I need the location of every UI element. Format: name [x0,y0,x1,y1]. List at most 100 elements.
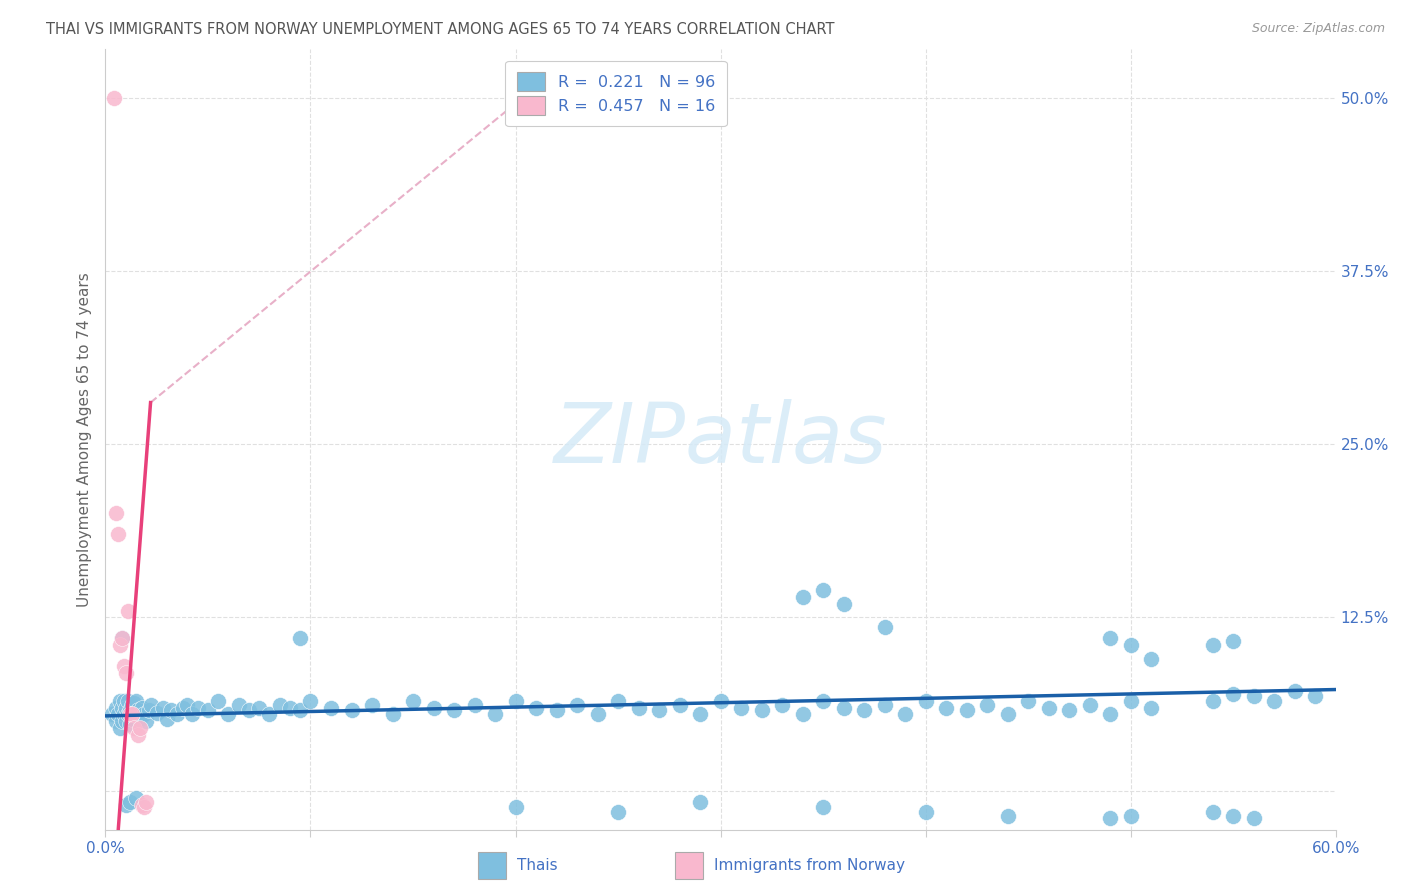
Point [811,800,834,814]
Point [402,693,425,707]
Point [319,700,342,714]
Point [131,797,153,812]
Point [607,805,630,819]
Point [832,700,855,714]
Point [730,700,752,714]
Point [117,693,139,707]
Point [134,800,156,814]
Point [259,707,281,722]
Point [792,590,814,604]
Point [115,714,138,729]
Point [290,632,312,646]
Point [689,707,711,722]
Point [134,707,156,722]
Point [832,597,855,611]
Point [120,707,141,722]
Point [187,700,209,714]
Point [1078,698,1101,712]
Point [269,698,291,712]
Point [381,707,404,722]
Point [873,698,896,712]
Point [111,714,134,729]
Point [131,700,153,714]
Point [484,707,506,722]
Point [107,707,129,722]
Point [1202,638,1225,652]
Point [1099,707,1122,722]
Point [1263,693,1285,707]
Point [166,707,188,722]
Point [853,703,876,717]
Point [1017,693,1039,707]
Point [1140,652,1163,666]
Point [1202,805,1225,819]
Point [104,700,127,714]
Point [689,795,711,809]
Point [176,698,198,712]
Point [247,700,270,714]
Point [1038,700,1060,714]
Point [278,700,301,714]
Point [1119,808,1142,822]
Point [207,693,229,707]
Point [120,795,141,809]
Point [1222,808,1244,822]
Point [1119,638,1142,652]
Point [121,698,143,712]
Point [125,693,148,707]
Point [997,707,1019,722]
Point [111,700,134,714]
Point [121,712,143,726]
Point [422,700,444,714]
Point [1303,690,1326,704]
Point [135,795,157,809]
Point [228,698,250,712]
Point [361,698,384,712]
Point [299,693,322,707]
Point [120,703,141,717]
Point [180,707,202,722]
Point [120,717,141,731]
Point [122,705,145,719]
Point [914,805,936,819]
Text: Thais: Thais [517,858,558,872]
Point [152,700,174,714]
Point [103,90,125,104]
FancyBboxPatch shape [675,852,703,879]
Point [464,698,486,712]
Point [976,698,998,712]
Point [546,703,568,717]
Point [138,703,160,717]
Point [112,693,135,707]
Point [122,697,145,711]
Point [117,707,139,722]
Point [107,527,129,541]
Point [565,698,588,712]
Point [1140,700,1163,714]
Point [122,722,145,736]
Point [894,707,917,722]
Point [1119,693,1142,707]
Point [100,707,122,722]
Text: Immigrants from Norway: Immigrants from Norway [714,858,905,872]
Y-axis label: Unemployment Among Ages 65 to 74 years: Unemployment Among Ages 65 to 74 years [76,272,91,607]
Point [668,698,690,712]
Text: ZIPatlas: ZIPatlas [554,399,887,480]
Point [117,603,139,617]
Point [1243,812,1265,826]
Point [104,507,127,521]
Point [443,703,465,717]
Point [956,703,979,717]
Point [127,728,149,742]
Point [135,714,157,729]
Point [811,693,834,707]
Point [129,722,152,736]
Text: Source: ZipAtlas.com: Source: ZipAtlas.com [1251,22,1385,36]
Point [238,703,260,717]
Point [340,703,363,717]
Point [125,707,148,722]
Point [1222,687,1244,701]
Point [997,808,1019,822]
FancyBboxPatch shape [478,852,506,879]
Point [218,707,240,722]
